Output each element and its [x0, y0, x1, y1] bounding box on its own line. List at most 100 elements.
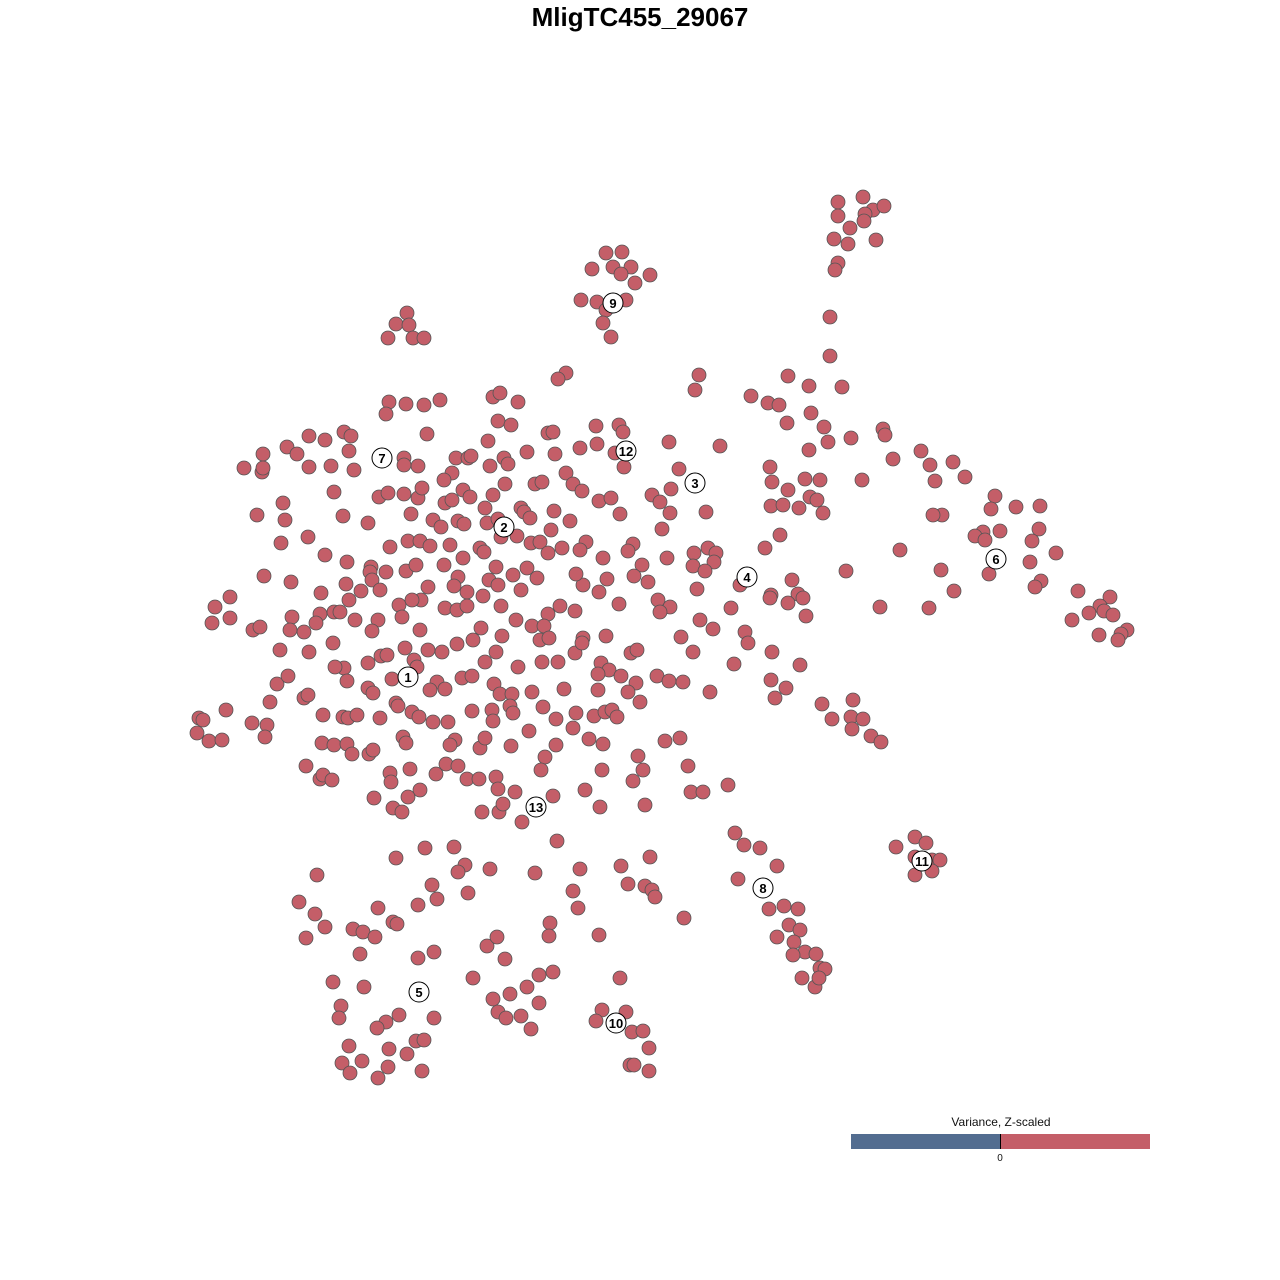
data-point: [255, 460, 271, 476]
data-point: [769, 858, 785, 874]
data-point: [381, 1041, 397, 1057]
data-point: [236, 460, 252, 476]
data-point: [367, 929, 383, 945]
data-point: [490, 781, 506, 797]
data-point: [514, 814, 530, 830]
data-point: [379, 647, 395, 663]
data-point: [627, 275, 643, 291]
data-point: [425, 714, 441, 730]
data-point: [918, 835, 934, 851]
data-point: [490, 577, 506, 593]
data-point: [1064, 612, 1080, 628]
data-point: [410, 950, 426, 966]
data-point: [570, 900, 586, 916]
data-point: [412, 622, 428, 638]
cluster-label-11: 11: [911, 850, 933, 872]
cluster-label-text: 1: [404, 670, 411, 685]
data-point: [767, 690, 783, 706]
data-point: [492, 385, 508, 401]
data-point: [436, 557, 452, 573]
data-point: [549, 833, 565, 849]
data-point: [502, 986, 518, 1002]
data-point: [595, 550, 611, 566]
data-point: [637, 797, 653, 813]
data-point: [550, 371, 566, 387]
data-point: [987, 488, 1003, 504]
data-point: [366, 790, 382, 806]
data-point: [482, 861, 498, 877]
data-point: [775, 497, 791, 513]
data-point: [595, 315, 611, 331]
data-point: [252, 619, 268, 635]
data-point: [424, 877, 440, 893]
data-point: [326, 737, 342, 753]
data-point: [493, 598, 509, 614]
cluster-label-text: 2: [500, 520, 507, 535]
data-point: [592, 799, 608, 815]
data-point: [662, 505, 678, 521]
data-point: [360, 515, 376, 531]
data-point: [529, 570, 545, 586]
data-point: [298, 930, 314, 946]
cluster-label-3: 3: [684, 472, 706, 494]
data-point: [476, 544, 492, 560]
cluster-label-badge: [397, 666, 419, 688]
data-point: [378, 406, 394, 422]
data-point: [581, 731, 597, 747]
data-point: [269, 676, 285, 692]
data-point: [284, 609, 300, 625]
data-point: [612, 970, 628, 986]
data-point: [784, 572, 800, 588]
data-point: [315, 707, 331, 723]
data-point: [384, 671, 400, 687]
data-point: [543, 522, 559, 538]
data-point: [547, 446, 563, 462]
data-point: [531, 995, 547, 1011]
data-point: [892, 542, 908, 558]
data-point: [218, 702, 234, 718]
data-point: [812, 472, 828, 488]
data-point: [661, 434, 677, 450]
data-point: [398, 735, 414, 751]
data-point: [797, 471, 813, 487]
data-point: [885, 451, 901, 467]
data-point: [720, 777, 736, 793]
color-scale-tick-label: 0: [997, 1153, 1003, 1164]
data-point: [403, 506, 419, 522]
color-scale-positive: [1000, 1134, 1150, 1149]
data-point: [397, 640, 413, 656]
cluster-label-badge: [615, 440, 637, 462]
data-point: [277, 512, 293, 528]
data-point: [575, 577, 591, 593]
data-point: [339, 673, 355, 689]
data-point: [507, 784, 523, 800]
data-point: [635, 1023, 651, 1039]
data-point: [780, 368, 796, 384]
data-point: [474, 804, 490, 820]
data-point: [612, 506, 628, 522]
legend-title: Variance, Z-scaled: [951, 1115, 1051, 1129]
cluster-label-text: 10: [609, 1016, 623, 1031]
data-point: [838, 563, 854, 579]
data-point: [471, 771, 487, 787]
data-point: [465, 632, 481, 648]
color-scale-zero-tick: [1000, 1134, 1001, 1149]
data-point: [394, 609, 410, 625]
data-point: [613, 858, 629, 874]
data-point: [977, 532, 993, 548]
data-point: [416, 397, 432, 413]
data-point: [1008, 499, 1024, 515]
data-point: [574, 635, 590, 651]
data-point: [820, 434, 836, 450]
data-point: [498, 1010, 514, 1026]
data-point: [591, 927, 607, 943]
data-point: [776, 898, 792, 914]
data-point: [450, 758, 466, 774]
data-point: [873, 734, 889, 750]
data-point: [309, 867, 325, 883]
data-point: [548, 737, 564, 753]
data-point: [691, 367, 707, 383]
data-point: [685, 644, 701, 660]
data-point: [642, 849, 658, 865]
